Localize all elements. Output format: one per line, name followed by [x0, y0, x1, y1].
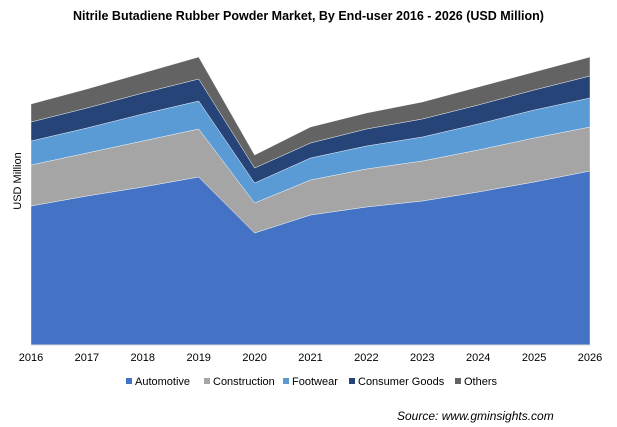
legend-swatch [204, 378, 210, 384]
legend-item: Others [455, 376, 498, 388]
x-tick-label: 2021 [298, 352, 322, 364]
x-tick-label: 2026 [578, 352, 602, 364]
x-tick-label: 2020 [242, 352, 266, 364]
chart-title: Nitrile Butadiene Rubber Powder Market, … [73, 9, 544, 23]
x-tick-label: 2024 [466, 352, 490, 364]
legend-label: Automotive [135, 376, 190, 388]
legend-item: Automotive [126, 376, 190, 388]
x-tick-label: 2019 [186, 352, 210, 364]
legend-label: Consumer Goods [358, 376, 445, 388]
legend-label: Footwear [292, 376, 338, 388]
legend-item: Construction [204, 376, 275, 388]
legend-label: Others [464, 376, 498, 388]
legend-swatch [126, 378, 132, 384]
legend-item: Footwear [283, 376, 338, 388]
x-tick-label: 2022 [354, 352, 378, 364]
area-others [30, 56, 591, 169]
x-tick-label: 2017 [75, 352, 99, 364]
legend-item: Consumer Goods [349, 376, 445, 388]
legend-label: Construction [213, 376, 275, 388]
x-tick-label: 2023 [410, 352, 434, 364]
legend-swatch [349, 378, 355, 384]
source-note: Source: www.gminsights.com [397, 409, 554, 423]
x-tick-label: 2018 [131, 352, 155, 364]
legend-swatch [455, 378, 461, 384]
x-tick-label: 2025 [522, 352, 546, 364]
x-tick-label: 2016 [19, 352, 43, 364]
legend-swatch [283, 378, 289, 384]
